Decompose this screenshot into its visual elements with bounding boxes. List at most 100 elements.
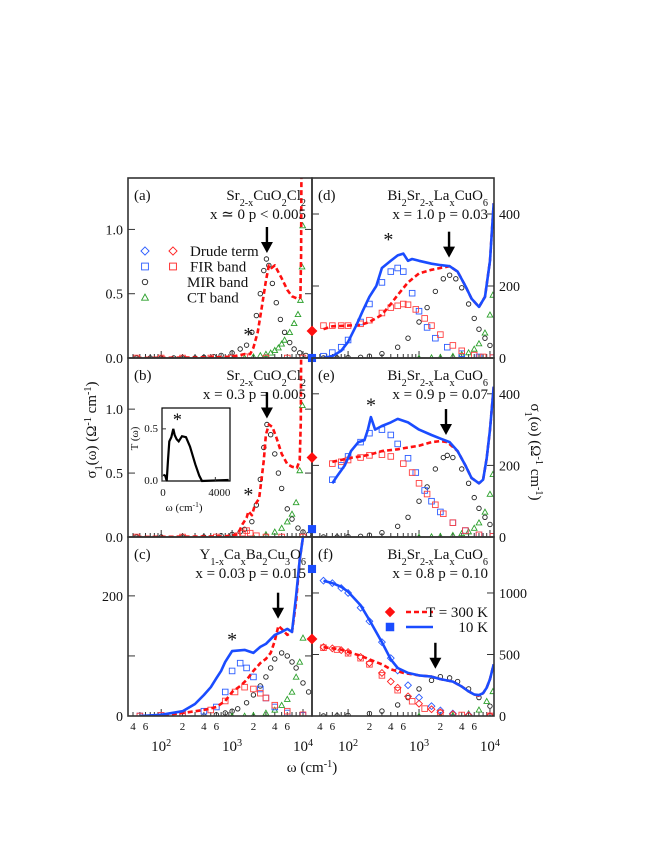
- triangle-marker: [489, 291, 494, 298]
- circle-marker: [213, 712, 220, 716]
- panel-subtitle: x = 1.0 p = 0.03: [392, 207, 488, 223]
- square-marker: [432, 334, 439, 342]
- circle-marker: [263, 674, 269, 680]
- square-marker: [479, 353, 487, 358]
- inset-x-tick-label: 4000: [208, 487, 231, 499]
- panel-title: Bi2Sr2-xLaxCuO6: [387, 547, 488, 568]
- square-marker: [408, 469, 416, 476]
- square-marker: [394, 440, 401, 448]
- square-marker: [378, 672, 386, 679]
- arrow-down-icon: [260, 242, 273, 253]
- circle-marker: [241, 526, 248, 533]
- circle-marker: [453, 276, 459, 282]
- square-marker: [299, 711, 307, 716]
- square-marker: [253, 532, 260, 537]
- triangle-marker: [292, 498, 300, 506]
- diamond-marker: [319, 576, 328, 585]
- inset-b: 0 4000 0.0 0.5 ω (cm-1) T (ω) *: [129, 407, 231, 515]
- circle-marker: [249, 518, 255, 525]
- circle-marker: [263, 256, 270, 262]
- circle-marker: [432, 288, 439, 295]
- square-marker: [299, 354, 307, 358]
- circle-marker: [147, 355, 153, 358]
- dc-10k-marker: [307, 525, 317, 534]
- y-tick-label: 0.5: [106, 467, 124, 482]
- triangle-marker: [251, 711, 256, 716]
- superscript: 2: [166, 738, 171, 749]
- superscript: -1: [534, 456, 545, 465]
- circle-marker: [133, 355, 140, 358]
- triangle-legend-marker: [140, 293, 150, 301]
- square-marker: [271, 701, 279, 709]
- text-part: ): [332, 760, 337, 776]
- triangle-marker: [292, 673, 300, 680]
- y-tick-label: 200: [499, 280, 520, 295]
- subscript: 2: [282, 378, 287, 389]
- legend-label: CT band: [187, 291, 239, 307]
- text-part: (ω) (Ω: [527, 417, 543, 457]
- square-marker: [394, 686, 401, 694]
- circle-marker: [482, 514, 488, 521]
- text-part: 10: [151, 739, 166, 755]
- arrow-down-icon: [439, 424, 452, 436]
- y-tick-label: 200: [499, 459, 520, 474]
- circle-marker: [428, 677, 435, 684]
- spectrum-10k-line: [323, 579, 494, 697]
- circle-marker: [379, 708, 385, 714]
- subscript: 6: [483, 378, 488, 389]
- square-marker: [404, 301, 412, 308]
- text-part: Y: [199, 547, 210, 563]
- triangle-marker: [256, 351, 264, 358]
- y-tick-label: 500: [499, 648, 520, 663]
- text-part: Ca: [224, 547, 241, 563]
- text-part: Sr: [407, 547, 420, 563]
- square-marker: [423, 324, 431, 331]
- triangle-marker: [278, 701, 286, 708]
- text-part: Ba: [246, 547, 263, 563]
- arrow-down-icon: [443, 246, 456, 258]
- circle-marker: [269, 280, 276, 287]
- text-part: 10: [480, 739, 495, 755]
- triangle-marker: [296, 296, 304, 303]
- square-legend-marker: [169, 262, 177, 271]
- square-legend-marker: [141, 262, 149, 271]
- text-part: cm: [84, 395, 100, 417]
- inset-curve: [162, 428, 229, 483]
- subscript: 3: [285, 557, 290, 568]
- spectrum-300k-line: [136, 177, 303, 358]
- text-part: CuO: [253, 188, 282, 204]
- y-tick-label: 400: [499, 208, 520, 223]
- triangle-marker: [288, 688, 296, 695]
- circle-marker: [171, 355, 177, 358]
- triangle-marker: [465, 348, 473, 356]
- square-marker: [387, 431, 395, 439]
- diamond-marker: [344, 588, 353, 597]
- x-tick-label-minor: 2: [367, 721, 373, 733]
- x-tick-label-minor: 4: [130, 721, 136, 733]
- text-part: CuO: [455, 368, 484, 384]
- series-group: [320, 203, 494, 358]
- diamond-legend-marker: [384, 606, 396, 618]
- circle-marker: [278, 485, 285, 492]
- square-marker: [475, 531, 483, 537]
- square-marker: [378, 279, 386, 286]
- text-part: Sr: [226, 368, 239, 384]
- inset-x-label: ω (cm-1): [166, 500, 203, 515]
- square-marker: [246, 529, 254, 537]
- circle-marker: [273, 300, 279, 306]
- circle-marker: [179, 534, 186, 537]
- dc-300k-marker: [306, 633, 318, 645]
- circle-marker: [476, 505, 482, 512]
- legend-label: MIR band: [187, 275, 249, 291]
- triangle-marker: [250, 352, 257, 358]
- triangle-marker: [486, 311, 494, 318]
- triangle-marker: [283, 517, 291, 525]
- x-tick-label-minor: 6: [401, 721, 407, 733]
- circle-marker: [446, 272, 453, 278]
- square-marker: [284, 354, 291, 358]
- diamond-marker: [415, 699, 424, 708]
- circle-marker: [277, 316, 284, 323]
- subscript: x: [449, 378, 454, 389]
